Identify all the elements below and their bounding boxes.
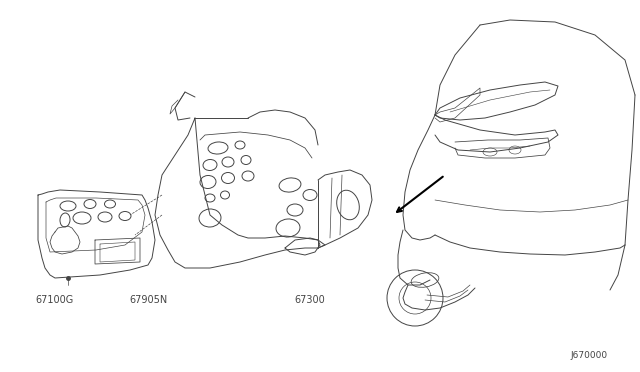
Text: 67300: 67300 — [294, 295, 325, 305]
Text: J670000: J670000 — [571, 351, 608, 360]
Text: 67905N: 67905N — [129, 295, 167, 305]
Text: 67100G: 67100G — [36, 295, 74, 305]
